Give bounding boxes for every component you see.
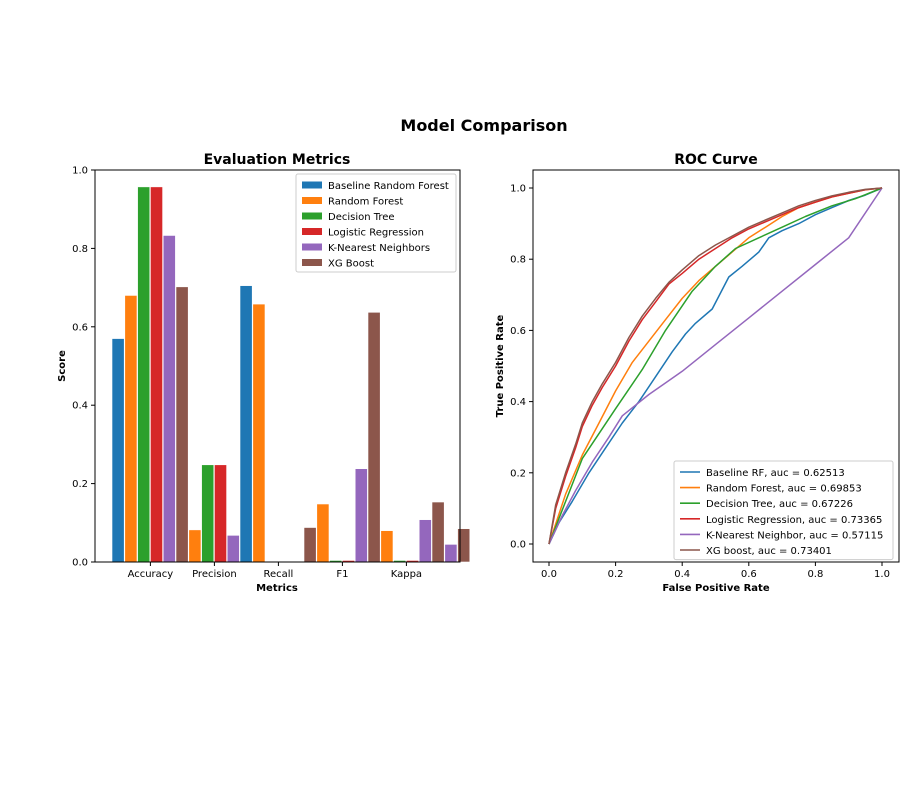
bar-decision-tree-precision: [201, 464, 215, 563]
bar-x-tick-f1: F1: [336, 569, 348, 580]
bar-legend-swatch: [302, 228, 322, 235]
bar-random-forest-accuracy: [124, 295, 138, 563]
bar-baseline-random-forest-accuracy: [111, 338, 125, 563]
roc-line-baseline-rf: [548, 187, 883, 545]
bar-k-nearest-neighbors-accuracy: [162, 235, 176, 563]
bar-chart-ylabel: Score: [57, 350, 68, 382]
bar-extra-kappa-1: [457, 528, 471, 563]
bar-k-nearest-neighbors-kappa: [418, 519, 432, 563]
bar-chart-xlabel: Metrics: [256, 583, 298, 594]
bar-chart-panel: Evaluation Metrics Metrics Score 0.00.20…: [57, 152, 471, 594]
roc-legend-label-decision-tree: Decision Tree, auc = 0.67226: [706, 499, 853, 510]
bar-random-forest-f1: [316, 503, 330, 563]
bar-logistic-regression-accuracy: [150, 186, 163, 563]
bar-baseline-random-forest-recall: [239, 285, 253, 563]
roc-y-tick-label: 0.0: [510, 540, 526, 551]
bar-legend-label-baseline-random-forest: Baseline Random Forest: [328, 181, 449, 192]
bar-chart-title: Evaluation Metrics: [204, 152, 351, 168]
bar-k-nearest-neighbors-precision: [226, 535, 240, 563]
bar-x-ticks: Accuracy Precision Recall F1 Kappa: [128, 562, 422, 580]
bar-y-tick-label: 0.4: [72, 401, 88, 412]
bar-y-tick-label: 0.8: [72, 244, 88, 255]
roc-chart-frame: [532, 169, 900, 563]
bar-logistic-regression-precision: [214, 464, 227, 563]
bar-random-forest-recall: [252, 303, 266, 563]
bar-legend-label-xg-boost: XG Boost: [328, 259, 374, 270]
roc-lines: [548, 187, 883, 545]
roc-chart-panel: ROC Curve False Positive Rate True Posit…: [495, 152, 900, 594]
bar-xg-boost-recall: [303, 527, 317, 563]
roc-line-k-nearest-neighbor: [548, 187, 883, 545]
figure-title: Model Comparison: [400, 116, 567, 135]
roc-chart-ylabel: True Positive Rate: [495, 314, 506, 417]
bar-x-tick-recall: Recall: [263, 569, 293, 580]
roc-legend-label-k-nearest-neighbor: K-Nearest Neighbor, auc = 0.57115: [706, 530, 883, 541]
bar-xg-boost-kappa: [431, 501, 445, 563]
bar-xg-boost-f1: [367, 311, 381, 563]
roc-chart-xlabel: False Positive Rate: [662, 583, 769, 594]
bar-legend-swatch: [302, 181, 322, 189]
bar-legend-swatch: [302, 212, 322, 220]
roc-x-tick-label: 1.0: [874, 569, 890, 580]
bar-extra-kappa-0: [444, 544, 458, 563]
bar-legend-swatch: [302, 243, 322, 251]
bar-y-tick-label: 0.2: [72, 479, 88, 490]
bar-legend-box: [295, 173, 457, 273]
bar-y-tick-label: 0.6: [72, 322, 88, 333]
roc-y-tick-label: 0.2: [510, 468, 526, 479]
roc-x-tick-label: 0.4: [674, 569, 690, 580]
roc-line-xg-boost: [548, 187, 883, 545]
roc-line-decision-tree: [548, 187, 883, 545]
bar-random-forest-precision: [188, 529, 202, 563]
bar-y-ticks: 0.0 0.2 0.4 0.6 0.8 1.0: [72, 166, 95, 569]
roc-y-tick-label: 0.4: [510, 397, 526, 408]
bar-decision-tree-accuracy: [137, 186, 151, 563]
roc-x-tick-label: 0.8: [807, 569, 823, 580]
roc-x-tick-label: 0.2: [608, 569, 624, 580]
roc-x-tick-label: 0.6: [741, 569, 757, 580]
roc-legend-label-logistic-regression: Logistic Regression, auc = 0.73365: [706, 515, 882, 526]
roc-legend-label-random-forest: Random Forest, auc = 0.69853: [706, 484, 862, 495]
roc-legend-label-xg-boost: XG boost, auc = 0.73401: [706, 546, 832, 557]
roc-chart-title: ROC Curve: [674, 152, 758, 168]
bar-k-nearest-neighbors-f1: [354, 468, 368, 563]
roc-x-ticks: 0.0 0.2 0.4 0.6 0.8 1.0: [541, 562, 890, 580]
bar-chart-legend: Baseline Random Forest Random Forest Decis…: [295, 173, 457, 273]
bar-legend-label-random-forest: Random Forest: [328, 197, 403, 208]
bar-legend-swatch: [302, 259, 322, 266]
roc-legend-box: [673, 460, 894, 561]
roc-line-logistic-regression: [548, 187, 883, 545]
bar-x-tick-accuracy: Accuracy: [128, 569, 174, 580]
roc-y-tick-label: 0.8: [510, 255, 526, 266]
bar-y-tick-label: 0.0: [72, 558, 88, 569]
bar-y-tick-label: 1.0: [72, 166, 88, 177]
roc-chart-legend: Baseline RF, auc = 0.62513 Random Forest,…: [673, 460, 894, 561]
bar-xg-boost-accuracy: [175, 286, 189, 563]
bar-random-forest-kappa: [380, 530, 394, 563]
roc-legend-label-baseline-rf: Baseline RF, auc = 0.62513: [706, 468, 845, 479]
roc-y-tick-label: 0.6: [510, 326, 526, 337]
bar-x-tick-precision: Precision: [192, 569, 237, 580]
bar-legend-label-k-nearest-neighbors: K-Nearest Neighbors: [328, 243, 430, 254]
roc-x-tick-label: 0.0: [541, 569, 557, 580]
roc-y-tick-label: 1.0: [510, 184, 526, 195]
bar-legend-label-decision-tree: Decision Tree: [328, 212, 395, 223]
bar-legend-swatch: [302, 197, 322, 204]
roc-y-ticks: 0.0 0.2 0.4 0.6 0.8 1.0: [510, 184, 533, 551]
bar-x-tick-kappa: Kappa: [391, 569, 422, 580]
bar-legend-label-logistic-regression: Logistic Regression: [328, 228, 424, 239]
bar-chart-frame: [94, 169, 461, 563]
